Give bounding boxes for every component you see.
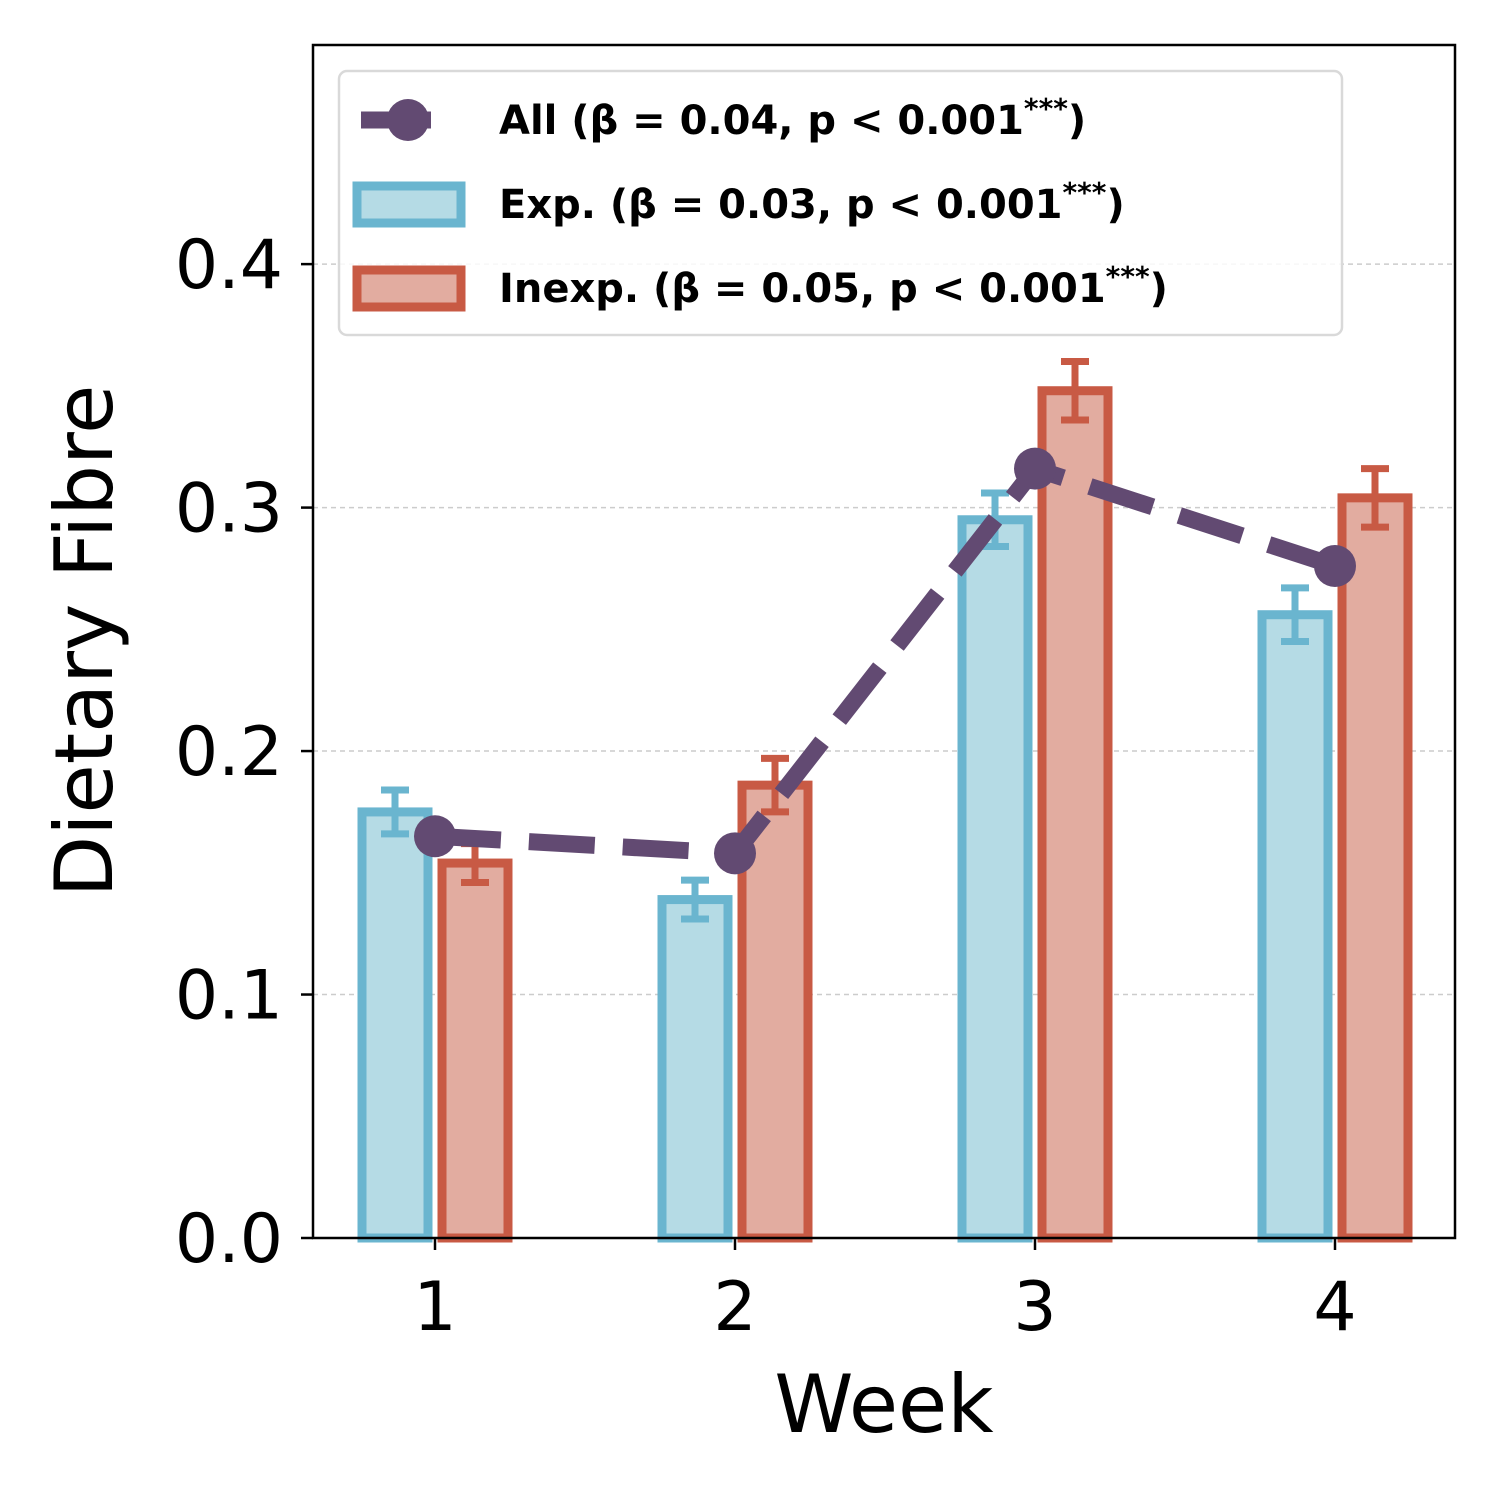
plot-frame bbox=[311, 43, 1457, 1240]
all-series-line bbox=[414, 447, 1356, 875]
error-bar-exp-week-2 bbox=[681, 876, 709, 923]
bar-exp-week-1 bbox=[357, 807, 433, 1243]
bar-inexp-week-3 bbox=[1037, 386, 1113, 1243]
legend-all-label: All (β = 0.04, p < 0.001***) bbox=[499, 92, 1086, 144]
error-bar-exp-week-4 bbox=[1281, 584, 1309, 645]
x-tick-label: 1 bbox=[413, 1268, 456, 1347]
legend: All (β = 0.04, p < 0.001***) Exp. (β = 0… bbox=[337, 69, 1344, 337]
bar-exp-week-4 bbox=[1257, 610, 1333, 1243]
legend-exp-label: Exp. (β = 0.03, p < 0.001***) bbox=[499, 176, 1125, 228]
error-bar-inexp-week-2 bbox=[761, 754, 789, 816]
legend-inexp-label: Inexp. (β = 0.05, p < 0.001***) bbox=[499, 260, 1168, 312]
y-tick-label: 0.1 bbox=[175, 957, 283, 1036]
all-series-path bbox=[434, 460, 1338, 862]
all-point-week-2 bbox=[714, 832, 756, 875]
x-tick-label: 2 bbox=[713, 1268, 756, 1347]
x-tick-label: 3 bbox=[1013, 1268, 1056, 1347]
bar-inexp-week-1 bbox=[437, 858, 513, 1243]
all-point-week-3 bbox=[1014, 447, 1056, 490]
legend-inexp-swatch bbox=[352, 265, 466, 312]
y-axis-title: Dietary Fibre bbox=[38, 385, 131, 898]
x-axis-title: Week bbox=[774, 1358, 994, 1451]
y-tick-label: 0.0 bbox=[175, 1200, 283, 1279]
bar-exp-week-2 bbox=[657, 895, 733, 1243]
y-tick-label: 0.3 bbox=[175, 470, 283, 549]
x-tick-label: 4 bbox=[1313, 1268, 1356, 1347]
y-tick-label: 0.4 bbox=[175, 226, 283, 305]
all-point-week-4 bbox=[1314, 545, 1356, 588]
y-tick-label: 0.2 bbox=[175, 713, 283, 792]
bar-exp-week-3 bbox=[957, 515, 1033, 1243]
legend-box bbox=[337, 69, 1344, 337]
legend-exp-swatch bbox=[352, 181, 466, 228]
x-axis: 1 2 3 4 bbox=[413, 1238, 1357, 1347]
all-point-week-1 bbox=[414, 815, 456, 858]
error-bar-inexp-week-4 bbox=[1361, 465, 1389, 531]
y-axis: 0.0 0.1 0.2 0.3 0.4 bbox=[175, 226, 313, 1279]
error-bar-inexp-week-3 bbox=[1061, 358, 1089, 424]
error-bar-exp-week-1 bbox=[381, 786, 409, 838]
legend-all-marker bbox=[387, 99, 429, 141]
bar-inexp-week-4 bbox=[1337, 493, 1413, 1243]
